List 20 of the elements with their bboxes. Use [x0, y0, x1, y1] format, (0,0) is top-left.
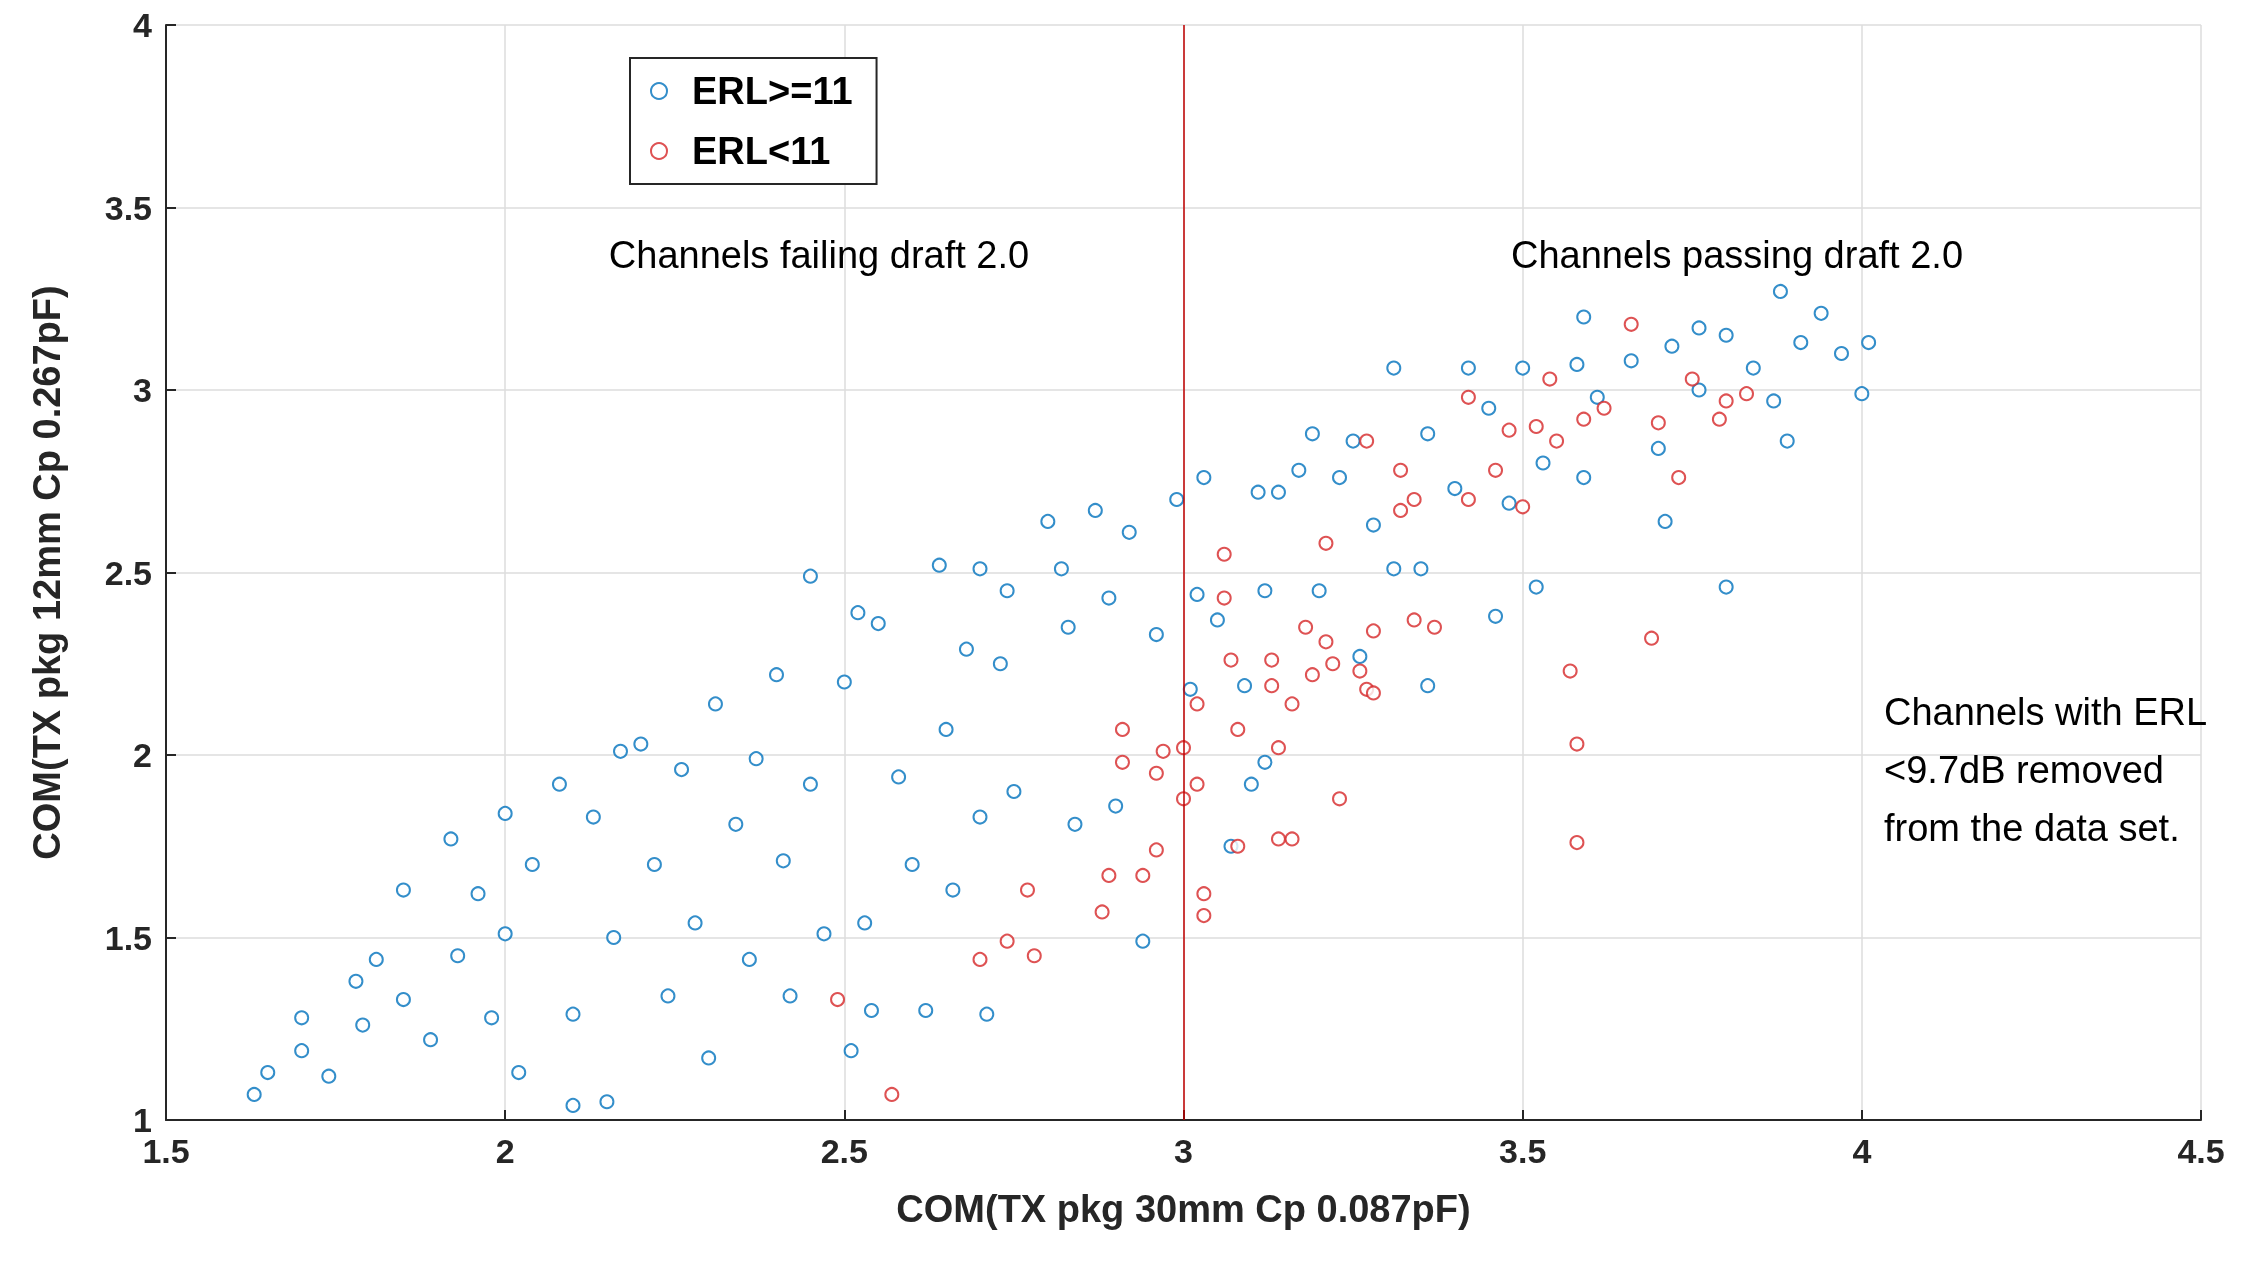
x-tick-label: 4.5 — [2177, 1132, 2225, 1170]
y-tick-label: 2.5 — [104, 553, 152, 592]
x-tick-label: 2.5 — [820, 1132, 868, 1170]
y-tick-label: 1 — [133, 1101, 152, 1139]
x-tick-label: 3 — [1174, 1132, 1193, 1170]
x-tick-label: 3.5 — [1499, 1132, 1547, 1170]
y-tick-label: 4 — [133, 6, 153, 44]
annotation: Channels with ERL <9.7dB removed from the data set. — [1884, 691, 2208, 849]
y-tick-label: 3 — [133, 371, 152, 409]
x-tick-label: 4 — [1852, 1132, 1872, 1170]
y-tick-label: 3.5 — [104, 188, 152, 227]
legend-label: ERL>=11 — [692, 70, 853, 112]
y-axis-title: COM(TX pkg 12mm Cp 0.267pF) — [26, 285, 68, 860]
x-tick-label: 2 — [495, 1132, 515, 1170]
y-tick-label: 1.5 — [104, 918, 152, 957]
annotation: Channels passing draft 2.0 — [1510, 234, 1964, 276]
legend-label: ERL<11 — [692, 130, 831, 172]
y-tick-label: 2 — [133, 736, 152, 774]
x-axis-title: COM(TX pkg 30mm Cp 0.087pF) — [896, 1188, 1471, 1230]
annotation: Channels failing draft 2.0 — [608, 234, 1030, 276]
